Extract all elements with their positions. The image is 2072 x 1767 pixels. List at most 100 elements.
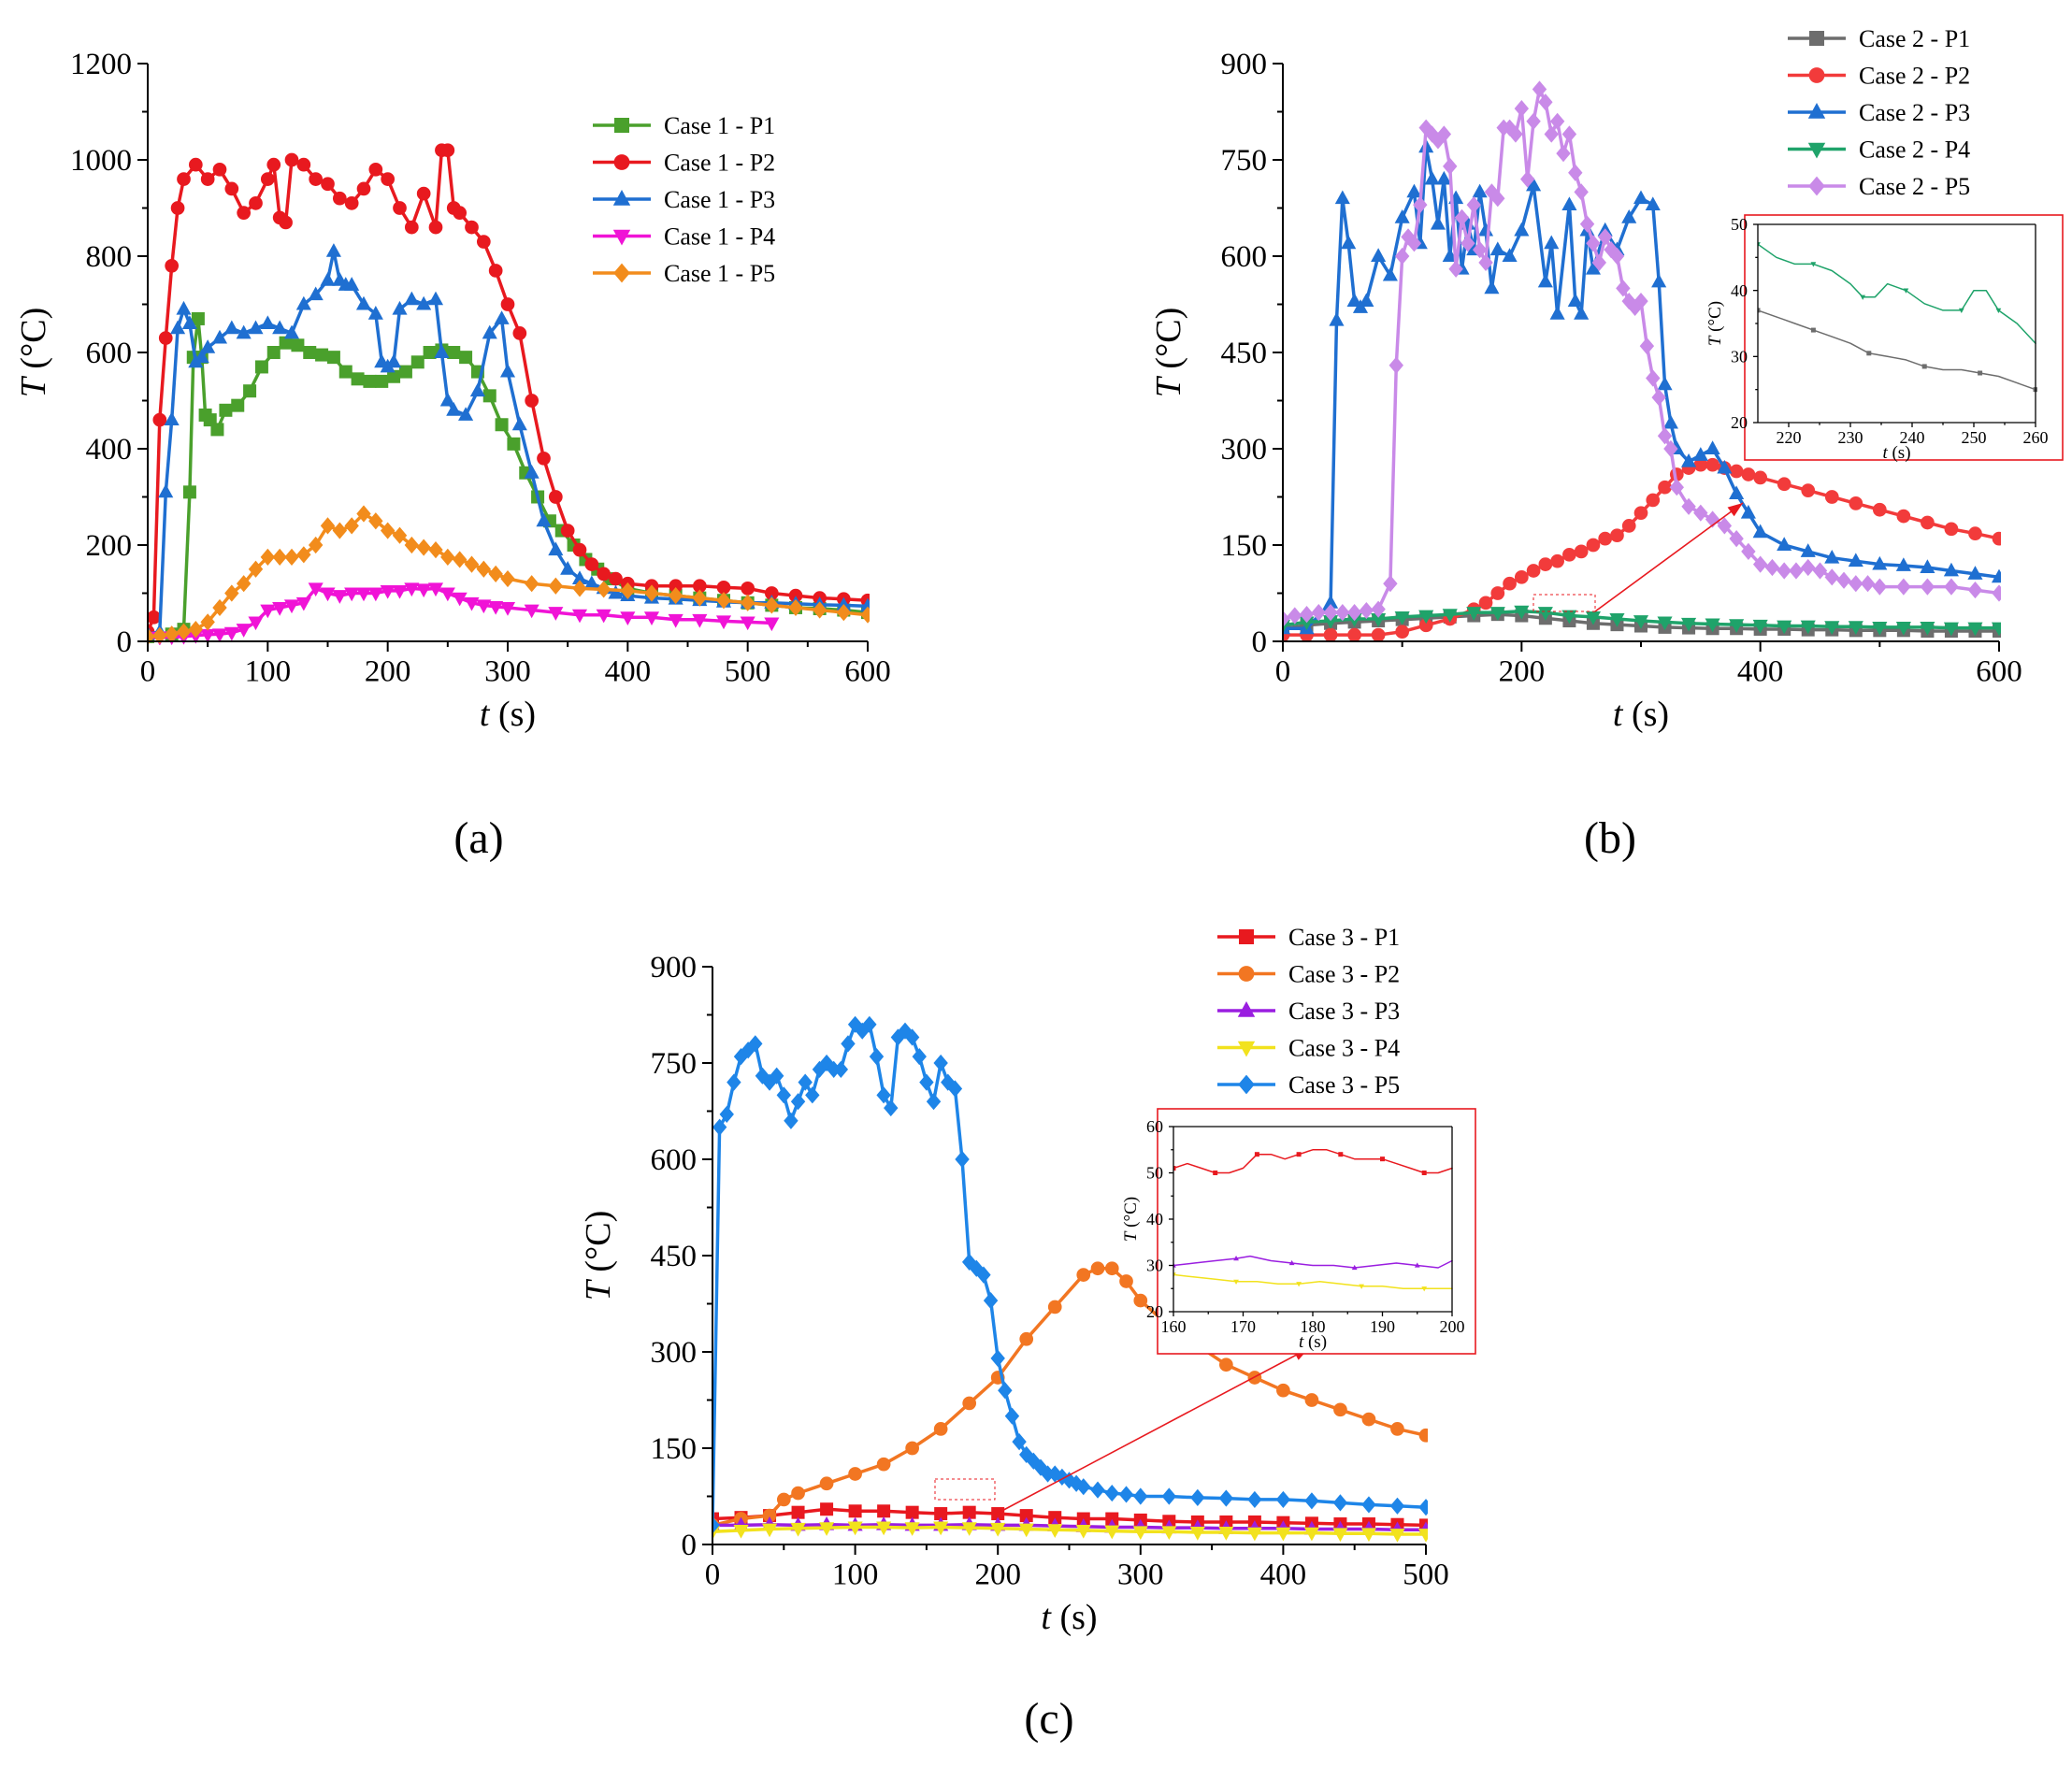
c-legend-item: Case 3 - P5: [1217, 1071, 1400, 1099]
a-series-2-point: [764, 586, 779, 600]
a-series-4-point: [548, 607, 564, 621]
c-inset-series-1-point: [1421, 1171, 1427, 1175]
c-series-2-point: [962, 1396, 977, 1411]
c-series-4-point: [1047, 1524, 1063, 1538]
a-series-4-point: [692, 613, 708, 628]
b-series-3-point: [1484, 280, 1500, 294]
b-series-5-point: [1502, 119, 1518, 136]
b-inset-y-tick-label: 40: [1731, 281, 1748, 300]
c-legend: Case 3 - P1 Case 3 - P2 Case 3 - P3 Case 3 …: [1217, 924, 1400, 1099]
a-series-3-point: [164, 411, 180, 426]
a-series-5-point: [440, 548, 455, 566]
a-series-5-point: [596, 581, 612, 598]
b-series-3-point: [1681, 453, 1697, 467]
a-series-3-point: [560, 561, 576, 575]
b-series-2-point: [1968, 526, 1982, 540]
b-inset-x-tick-label: 250: [1962, 428, 1987, 447]
c-series-5-point: [719, 1105, 734, 1124]
b-inset-series-1-point: [1810, 327, 1816, 333]
c-series-5-point: [912, 1048, 927, 1066]
a-legend-item: Case 1 - P3: [593, 186, 775, 213]
a-series-4-point: [211, 628, 228, 643]
c-inset-series-2-point: [1351, 1264, 1358, 1271]
c-series-1-point: [962, 1505, 976, 1519]
b-series-5-point: [1418, 119, 1433, 136]
b-series-5-point: [1591, 253, 1607, 271]
b-series-5-point: [1478, 253, 1493, 271]
b-series-3-point: [1544, 235, 1560, 250]
b-series-5-point: [1299, 606, 1315, 624]
b-series-3-point: [1406, 183, 1422, 198]
a-y-tick-label: 1200: [70, 48, 132, 81]
b-series-5-point: [1466, 195, 1481, 214]
b-series-3-point: [1502, 248, 1518, 262]
a-legend-marker: [612, 190, 631, 206]
b-series-5-point: [1944, 578, 1959, 596]
b-series-5-point: [1371, 600, 1386, 618]
b-series-3-point: [1633, 190, 1649, 205]
b-series-3-point: [1585, 260, 1601, 275]
b-series-2-point: [1741, 467, 1756, 481]
a-series-5-point: [260, 548, 276, 566]
c-series-1-point: [877, 1504, 891, 1518]
b-series-5-point: [1544, 125, 1559, 143]
c-series-5-point: [876, 1086, 891, 1104]
b-series-4-point: [1800, 620, 1816, 635]
a-series-4-point: [248, 616, 264, 631]
b-series-2-point: [1371, 627, 1386, 642]
b-series-3-point: [1777, 537, 1792, 551]
b-series-3-point: [1574, 306, 1590, 320]
b-series-5-point: [1860, 575, 1876, 593]
b-series-4-point: [1394, 611, 1410, 625]
b-inset-y-tick-label: 50: [1731, 215, 1748, 234]
b-inset-series-1-point: [1978, 370, 1983, 376]
b-series-5-point: [1693, 504, 1708, 522]
a-x-tick-label: 0: [140, 654, 156, 688]
b-series-5: [1283, 80, 2001, 628]
a-series-1-point: [423, 346, 437, 359]
b-series-5-point: [1436, 125, 1452, 143]
a-series-2-point: [560, 524, 575, 538]
c-series-4-point: [933, 1521, 949, 1536]
a-series-5-point: [716, 592, 731, 610]
b-series-5-point: [1323, 604, 1338, 622]
b-legend-item: Case 2 - P1: [1788, 25, 1970, 52]
b-series-3-point: [1824, 549, 1840, 564]
b-series-2-point: [1574, 544, 1589, 559]
b-series-5-point: [1568, 164, 1583, 181]
a-series-2-point: [212, 162, 227, 177]
b-series-4: [1283, 605, 2001, 637]
a-series-5-point: [176, 623, 192, 640]
b-series-2-point: [1598, 531, 1613, 546]
b-series-5-point: [1663, 439, 1678, 458]
a-series-1-point: [351, 372, 365, 386]
a-series-3-point: [392, 300, 408, 315]
b-series-3-point: [1436, 170, 1452, 185]
b-x-tick-label: 600: [1976, 654, 2022, 688]
b-series-4-point: [1418, 610, 1434, 625]
b-legend: Case 2 - P1 Case 2 - P2 Case 2 - P3 Case 2 …: [1788, 25, 1970, 200]
a-series-4-point: [524, 604, 540, 619]
a-series-1-point: [326, 351, 340, 365]
b-series-5-point: [1639, 338, 1655, 355]
b-series-2-point: [1896, 509, 1911, 524]
b-x-axis-title: t (s): [1613, 695, 1669, 734]
b-series-5-point: [1460, 235, 1475, 252]
c-inset-y-tick-label: 20: [1146, 1302, 1163, 1321]
b-series-4-point: [1705, 618, 1720, 633]
b-series-2-point: [1872, 502, 1887, 517]
c-series-4-point: [1303, 1527, 1319, 1542]
c-series-4-point: [1275, 1527, 1291, 1542]
c-series-5-point: [955, 1150, 970, 1169]
b-series-3-point: [1943, 562, 1959, 577]
a-series-3-point: [211, 329, 228, 344]
a-series-5-point: [404, 536, 420, 554]
a-x-tick-label: 300: [484, 654, 531, 688]
a-series-5-point: [296, 546, 311, 564]
c-x-tick-label: 300: [1117, 1558, 1164, 1591]
b-inset-x-tick-label: 230: [1838, 428, 1863, 447]
a-series-2-point: [249, 196, 263, 210]
a-series-4-point: [740, 616, 755, 631]
b-series-5-point: [1346, 604, 1362, 622]
b-series-5-point: [1508, 125, 1523, 143]
